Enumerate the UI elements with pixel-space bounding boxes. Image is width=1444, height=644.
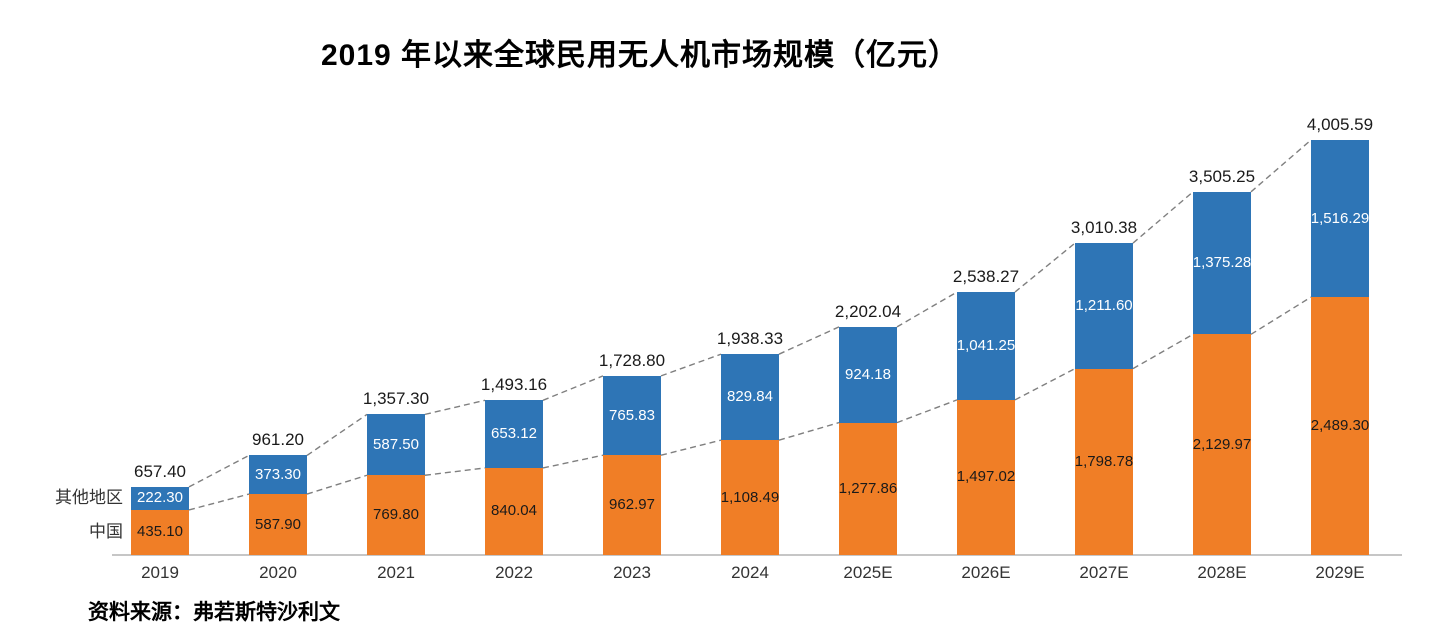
china-value-label: 962.97 [609,496,655,514]
x-axis-label: 2021 [377,563,415,582]
dashed-connector [424,399,486,416]
others-value-label: 1,041.25 [956,336,1016,354]
others-value-label: 829.84 [727,388,773,406]
bar-segment-others [1075,243,1133,369]
china-value-label: 2,129.97 [1192,435,1252,453]
others-value-label: 1,516.29 [1310,209,1370,227]
china-value-label: 1,108.49 [720,488,780,506]
x-axis-label: 2027E [1079,563,1129,582]
x-axis-label: 2020 [259,563,297,582]
total-value-label: 1,357.30 [362,389,430,409]
total-value-label: 1,938.33 [716,329,784,349]
bar-segment-others [1193,191,1251,335]
bar-segment-others [721,354,779,441]
total-value-label: 2,538.27 [952,267,1020,287]
total-value-label: 3,505.25 [1188,166,1256,186]
dashed-connector [1132,333,1194,370]
dashed-connector [306,413,368,456]
china-value-label: 1,497.02 [956,468,1016,486]
bar-segment-china [485,467,543,555]
bar-segment-others [1311,140,1369,298]
bar-segment-others [249,455,307,495]
china-value-label: 1,277.86 [838,479,898,497]
bar-segment-others [839,326,897,423]
x-axis-label: 2029E [1315,563,1365,582]
total-value-label: 2,202.04 [834,301,902,321]
dashed-connector [1250,139,1312,193]
bar-segment-china [721,440,779,555]
dashed-connector [1250,296,1312,335]
bar-segment-china [367,475,425,555]
total-value-label: 3,010.38 [1070,218,1138,238]
bar-segment-china [249,494,307,555]
x-axis-label: 2019 [141,563,179,582]
dashed-connector [542,454,604,469]
dashed-connector [306,474,368,495]
china-value-label: 2,489.30 [1310,417,1370,435]
x-axis-label: 2023 [613,563,651,582]
others-value-label: 1,211.60 [1075,296,1133,314]
legend-label-others: 其他地区 [55,488,123,508]
dashed-connector [1132,191,1194,244]
china-value-label: 1,798.78 [1074,452,1134,470]
bar-segment-china [1311,297,1369,555]
dashed-connector [660,439,722,456]
x-axis-label: 2022 [495,563,533,582]
bar-segment-others [603,375,661,456]
china-value-label: 769.80 [373,506,419,524]
dashed-connector [188,493,250,511]
total-value-label: 4,005.59 [1306,115,1374,134]
bar-segment-china [1193,334,1251,555]
others-value-label: 587.50 [373,435,419,453]
bar-segment-china [603,455,661,555]
bar-segment-others [485,400,543,468]
x-axis-label: 2024 [731,563,769,582]
x-axis-label: 2025E [843,563,893,582]
dashed-connector [424,467,486,476]
legend-label-china: 中国 [89,522,123,542]
bar-segment-china [1075,368,1133,555]
dashed-connector [542,375,604,401]
china-value-label: 840.04 [491,502,537,520]
dashed-connector [188,454,250,488]
bar-segment-china [957,399,1015,555]
china-value-label: 435.10 [137,523,183,541]
others-value-label: 1,375.28 [1192,254,1252,272]
chart-title: 2019 年以来全球民用无人机市场规模（亿元） [320,39,960,72]
bar-segment-china [131,509,189,555]
x-axis-label: 2028E [1197,563,1247,582]
dashed-connector [778,326,840,355]
source-note: 资料来源：弗若斯特沙利文 [88,600,340,624]
x-axis-label: 2026E [961,563,1011,582]
others-value-label: 373.30 [255,465,301,483]
others-value-label: 653.12 [491,425,537,443]
total-value-label: 1,493.16 [480,375,548,395]
others-value-label: 924.18 [845,365,891,383]
bar-segment-china [839,422,897,555]
bar-segment-others [367,414,425,476]
bar-segment-others [131,486,189,510]
dashed-connector [896,291,958,328]
total-value-label: 961.20 [252,430,304,450]
dashed-connector [1014,242,1076,293]
dashed-connector [1014,368,1076,401]
china-value-label: 587.90 [255,515,301,533]
total-value-label: 1,728.80 [598,350,666,370]
others-value-label: 765.83 [609,406,655,424]
dashed-connector [660,353,722,377]
others-value-label: 222.30 [137,489,183,507]
dashed-connector [778,421,840,441]
dashed-connector [896,399,958,424]
bar-segment-others [957,292,1015,400]
total-value-label: 657.40 [134,461,186,481]
